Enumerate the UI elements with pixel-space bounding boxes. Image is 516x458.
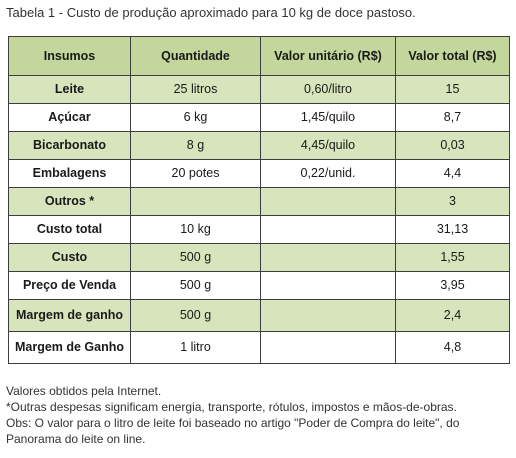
header-quantidade: Quantidade [130, 36, 261, 76]
cell-valor-total: 3 [395, 187, 510, 216]
cell-valor-unitario: 0,60/litro [260, 75, 396, 104]
cell-insumo: Outros * [8, 187, 131, 216]
cell-quantidade: 500 g [130, 271, 261, 300]
table-row: Bicarbonato 8 g 4,45/quilo 0,03 [8, 131, 510, 160]
cell-insumo: Custo total [8, 215, 131, 244]
cell-valor-unitario [260, 187, 396, 216]
table-row: Margem de Ganho 1 litro 4,8 [8, 331, 510, 364]
cell-valor-total: 4,4 [395, 159, 510, 188]
cell-valor-total: 2,4 [395, 299, 510, 332]
table-caption: Tabela 1 - Custo de produção aproximado … [6, 5, 416, 20]
cell-quantidade: 25 litros [130, 75, 261, 104]
header-valor-total: Valor total (R$) [395, 36, 510, 76]
cell-valor-total: 0,03 [395, 131, 510, 160]
cell-insumo: Preço de Venda [8, 271, 131, 300]
cell-quantidade: 8 g [130, 131, 261, 160]
cost-table: Insumos Quantidade Valor unitário (R$) V… [8, 36, 510, 364]
cell-valor-total: 3,95 [395, 271, 510, 300]
header-insumos: Insumos [8, 36, 131, 76]
cell-valor-unitario [260, 271, 396, 300]
cell-insumo: Bicarbonato [8, 131, 131, 160]
footnotes: Valores obtidos pela Internet. *Outras d… [6, 383, 511, 447]
cell-valor-unitario: 1,45/quilo [260, 103, 396, 132]
footnote-source: Valores obtidos pela Internet. [6, 384, 162, 398]
table-row: Leite 25 litros 0,60/litro 15 [8, 75, 510, 104]
table-row: Preço de Venda 500 g 3,95 [8, 271, 510, 300]
cell-valor-unitario [260, 243, 396, 272]
table-row: Outros * 3 [8, 187, 510, 216]
table-row: Custo total 10 kg 31,13 [8, 215, 510, 244]
cell-valor-unitario: 0,22/unid. [260, 159, 396, 188]
cell-valor-total: 1,55 [395, 243, 510, 272]
cell-quantidade: 10 kg [130, 215, 261, 244]
cell-insumo: Embalagens [8, 159, 131, 188]
cell-valor-unitario: 4,45/quilo [260, 131, 396, 160]
table-row: Custo 500 g 1,55 [8, 243, 510, 272]
footnote-obs-continued: Panorama do leite on line. [6, 432, 146, 446]
footnote-outros: *Outras despesas significam energia, tra… [6, 400, 457, 414]
header-valor-unitario: Valor unitário (R$) [260, 36, 396, 76]
cell-valor-total: 8,7 [395, 103, 510, 132]
cell-insumo: Margem de ganho [8, 299, 131, 332]
cell-valor-unitario [260, 331, 396, 364]
footnote-obs: Obs: O valor para o litro de leite foi b… [6, 416, 460, 430]
cell-insumo: Leite [8, 75, 131, 104]
cell-valor-total: 4,8 [395, 331, 510, 364]
cell-quantidade: 1 litro [130, 331, 261, 364]
table-row: Embalagens 20 potes 0,22/unid. 4,4 [8, 159, 510, 188]
cell-valor-total: 15 [395, 75, 510, 104]
cell-quantidade: 6 kg [130, 103, 261, 132]
cell-insumo: Açúcar [8, 103, 131, 132]
cell-valor-unitario [260, 299, 396, 332]
cell-valor-total: 31,13 [395, 215, 510, 244]
cell-quantidade: 20 potes [130, 159, 261, 188]
table-header-row: Insumos Quantidade Valor unitário (R$) V… [8, 36, 510, 76]
table-row: Margem de ganho 500 g 2,4 [8, 299, 510, 332]
cell-quantidade [130, 187, 261, 216]
table-row: Açúcar 6 kg 1,45/quilo 8,7 [8, 103, 510, 132]
cell-valor-unitario [260, 215, 396, 244]
cell-insumo: Custo [8, 243, 131, 272]
cell-quantidade: 500 g [130, 299, 261, 332]
cell-quantidade: 500 g [130, 243, 261, 272]
cell-insumo: Margem de Ganho [8, 331, 131, 364]
